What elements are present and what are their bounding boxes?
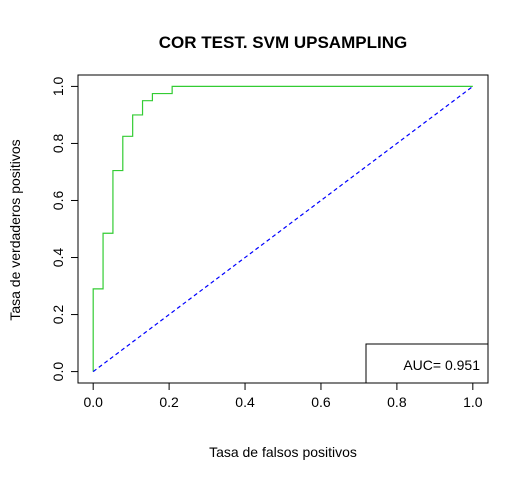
y-tick-label: 0.0 (50, 362, 66, 382)
diagonal-reference-line (92, 85, 474, 373)
x-tick-label: 0.4 (235, 394, 255, 410)
auc-label: AUC= 0.951 (403, 357, 480, 373)
x-tick-label: 0.6 (311, 394, 331, 410)
y-tick-label: 0.8 (50, 134, 66, 154)
y-tick-label: 1.0 (50, 76, 66, 96)
plot-area: 0.0 0.2 0.4 0.6 0.8 1.0 0.0 0.2 0.4 0.6 0.8 1.0 AUC=… (50, 74, 489, 410)
x-tick-label: 0.8 (387, 394, 407, 410)
x-axis-label: Tasa de falsos positivos (209, 444, 357, 460)
plot-frame (77, 74, 489, 384)
auc-box (365, 343, 489, 384)
y-tick-label: 0.2 (50, 305, 66, 325)
y-tick-label: 0.4 (50, 248, 66, 268)
y-axis-label: Tasa de verdaderos positivos (7, 139, 23, 320)
x-tick-label: 0.2 (159, 394, 179, 410)
roc-curve (92, 85, 473, 372)
chart-title: COR TEST. SVM UPSAMPLING (159, 33, 407, 52)
x-tick-label: 1.0 (463, 394, 483, 410)
x-tick-label: 0.0 (83, 394, 103, 410)
y-tick-label: 0.6 (50, 191, 66, 211)
